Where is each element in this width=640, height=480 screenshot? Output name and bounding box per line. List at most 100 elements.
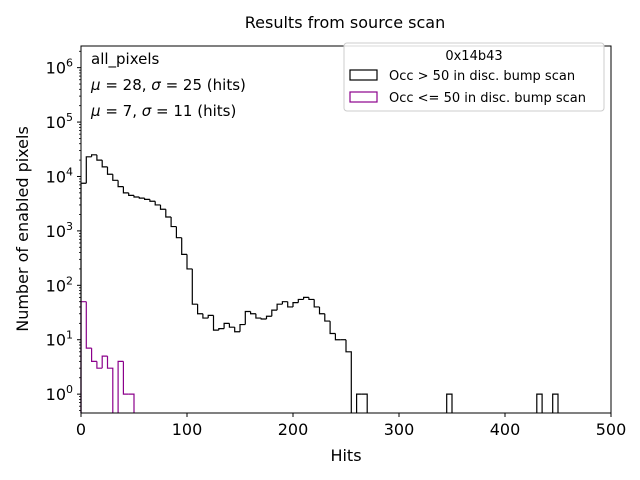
legend-frame [343,42,605,112]
histogram-bin [329,321,336,335]
mu-value-2: 7 [123,102,133,120]
histogram-bin [287,301,293,308]
histogram-bin [313,299,320,308]
histogram-bin [552,393,559,413]
histogram-bin [117,180,124,188]
legend-swatch-series-1 [349,69,378,81]
histogram-bin [255,313,262,319]
histogram-bin [133,195,140,198]
legend-label-series-1: Occ > 50 in disc. bump scan [389,69,575,84]
histogram-bin [197,304,203,315]
histogram-bin [122,361,129,395]
x-tick-label: 200 [278,420,309,439]
annotation-name: all_pixels [91,50,160,69]
unit-2: (hits) [197,102,236,120]
histogram-bin [106,356,114,413]
histogram-bin [191,268,198,305]
histogram-bin [356,393,362,413]
histogram-bin [85,301,92,349]
histogram-bin [181,237,187,255]
histogram-bin [234,327,240,333]
histogram-bin [101,160,108,168]
histogram-bin [207,314,214,319]
histogram-bin [303,296,309,300]
y-axis-label: Number of enabled pixels [13,126,32,332]
legend-title: 0x14b43 [445,49,502,64]
chart-title: Results from source scan [245,13,445,32]
histogram-bin [170,217,177,228]
histogram-bin [334,333,341,341]
x-tick-label: 100 [172,420,203,439]
histogram-bin [144,198,150,200]
histogram-bin [122,186,129,194]
histogram-bin [117,360,124,413]
y-tick-label: 105 [46,111,73,132]
sigma-value-1: 25 [183,76,202,94]
unit-1: (hits) [207,76,246,94]
x-tick-label: 0 [76,420,86,439]
histogram-bin [80,301,87,413]
x-tick-label: 500 [596,420,627,439]
series-2 [80,301,135,413]
y-tick-label: 101 [46,329,73,350]
x-axis-label: Hits [330,446,361,465]
y-axis: 100 101 102 103 104 105 106 [46,50,81,411]
histogram-bin [260,318,267,320]
legend-swatch-series-2 [349,91,378,103]
histogram-bin [446,393,453,413]
histogram-bin [106,166,113,175]
histogram-bin [228,323,235,328]
histogram-bin [271,309,278,317]
histogram-bin [165,209,172,218]
histogram-bin [202,313,209,319]
histogram-bin [318,306,325,315]
histogram-bin [96,361,103,369]
histogram-bin [128,192,134,196]
histogram-bin [159,204,166,210]
histogram-bin [244,310,251,325]
histogram-bin [361,393,368,413]
y-tick-label: 104 [46,165,73,186]
histogram-bin [297,298,304,303]
histogram-bin [96,154,103,161]
histogram-bin [223,322,230,329]
histogram-bin [149,199,156,202]
histogram-bin [186,254,193,270]
histogram-bin [308,297,315,301]
mu-value-1: 28 [123,76,142,94]
series-layer [80,154,559,413]
x-tick-label: 300 [384,420,415,439]
histogram-bin [292,302,299,307]
histogram-bin [80,182,87,413]
histogram-bin [324,313,331,322]
histogram-bin [345,339,352,413]
histogram-bin [112,174,119,181]
x-axis: 0 100 200 300 400 500 [76,413,626,439]
y-tick-label: 103 [46,220,73,241]
y-tick-label: 106 [46,57,73,78]
histogram-bin [281,301,288,305]
histogram-bin [265,315,272,320]
legend-label-series-2: Occ <= 50 in disc. bump scan [389,91,586,106]
histogram-bin [250,311,256,315]
histogram-bin [212,315,219,331]
histogram-bin [101,355,108,369]
histogram-bin [218,328,225,331]
histogram-bin [175,226,182,239]
x-tick-label: 400 [490,420,521,439]
histogram-bin [536,393,543,413]
histogram-bin [239,323,246,332]
histogram-bin [85,156,92,184]
sigma-value-2: 11 [173,102,192,120]
annotation-stats-series-2: μ = 7, σ = 11 (hits) [90,102,236,120]
series-1 [80,154,559,413]
legend: 0x14b43 Occ > 50 in disc. bump scan Occ … [343,42,605,112]
histogram-bin [128,393,135,413]
annotation-stats-series-1: μ = 28, σ = 25 (hits) [90,76,246,94]
histogram-bin [276,303,283,311]
y-tick-label: 100 [46,383,73,404]
histogram-bin [91,348,97,362]
y-tick-label: 102 [46,274,73,295]
histogram-bin [91,154,97,157]
